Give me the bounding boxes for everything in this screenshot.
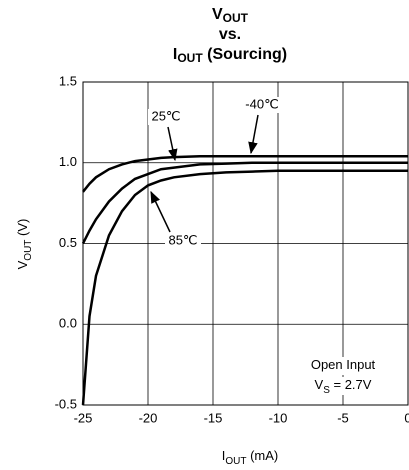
y-axis-label: VOUT (V) xyxy=(15,219,33,270)
series-line xyxy=(81,161,408,245)
y-tick-label: -0.5 xyxy=(55,396,77,411)
text-part: = 2.7V xyxy=(330,377,372,392)
x-tick-label: -10 xyxy=(269,410,288,425)
text-part: (Sourcing) xyxy=(203,46,287,63)
series-line xyxy=(81,169,408,406)
x-tick-label: 0 xyxy=(404,410,409,425)
y-tick-label: 0.0 xyxy=(59,316,77,331)
text-part: vs. xyxy=(219,26,241,43)
x-axis-label: IOUT (mA) xyxy=(222,448,279,466)
label-background xyxy=(165,233,201,249)
text-part: V xyxy=(15,260,30,269)
annotation-background xyxy=(303,357,383,375)
chart-title: VOUT xyxy=(212,6,249,25)
series-line xyxy=(82,155,408,193)
y-tick-label: 0.5 xyxy=(59,235,77,250)
series-label: 25℃ xyxy=(151,108,180,123)
text-part: Open Input xyxy=(311,357,376,372)
label-background xyxy=(244,97,280,113)
text-part: I xyxy=(173,46,177,63)
y-tick-label: 1.0 xyxy=(59,154,77,169)
label-arrow xyxy=(248,114,259,155)
x-tick-label: -5 xyxy=(337,410,349,425)
subscript: OUT xyxy=(225,456,246,467)
x-tick-label: -25 xyxy=(74,410,93,425)
subscript: S xyxy=(323,385,330,396)
text-part: V xyxy=(315,377,324,392)
x-tick-label: -20 xyxy=(139,410,158,425)
x-tick-label: -15 xyxy=(204,410,223,425)
label-background xyxy=(148,109,184,125)
text-part: V xyxy=(212,6,223,23)
label-arrow xyxy=(167,126,178,162)
subscript: OUT xyxy=(23,240,34,261)
annotation: VS = 2.7V xyxy=(315,377,372,395)
y-tick-label: 1.5 xyxy=(59,73,77,88)
annotation: Open Input xyxy=(311,357,376,372)
subscript: OUT xyxy=(223,11,249,25)
label-arrow xyxy=(150,190,171,233)
chart-title: vs. xyxy=(219,26,241,43)
annotation-background xyxy=(303,377,383,395)
text-part: I xyxy=(222,448,226,463)
text-part: (mA) xyxy=(246,448,278,463)
text-part: (V) xyxy=(15,219,30,240)
subscript: OUT xyxy=(177,51,203,65)
chart-title: IOUT (Sourcing) xyxy=(173,46,287,65)
series-label: -40℃ xyxy=(245,96,278,111)
series-label: 85℃ xyxy=(168,232,197,247)
